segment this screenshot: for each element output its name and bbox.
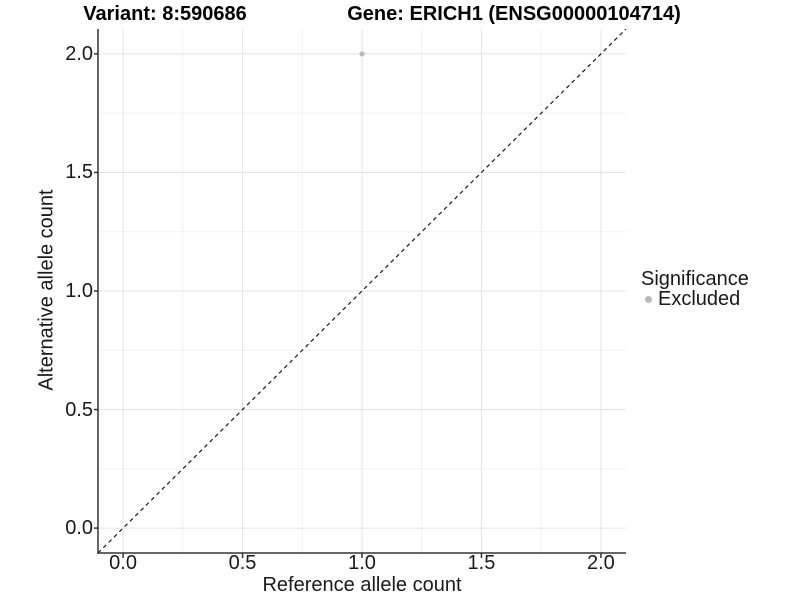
plot-panel xyxy=(94,29,627,558)
legend-key-dot-icon xyxy=(645,296,652,303)
x-tick-label: 2.0 xyxy=(587,552,615,574)
x-tick-label: 1.0 xyxy=(348,552,376,574)
y-tick-label: 1.0 xyxy=(65,280,93,302)
y-tick-label: 0.0 xyxy=(65,517,93,540)
y-tick-label: 0.5 xyxy=(65,398,93,421)
identity-dashed-line xyxy=(97,29,627,554)
variant-title: Variant: 8:590686 xyxy=(83,3,247,25)
gene-title: Gene: ERICH1 (ENSG00000104714) xyxy=(347,3,681,25)
x-tick-label: 1.5 xyxy=(467,552,496,574)
y-tick-label: 2.0 xyxy=(65,42,93,65)
legend-entry-label: Excluded xyxy=(658,288,741,310)
y-tick-label: 1.5 xyxy=(65,161,93,184)
x-tick-label: 0.5 xyxy=(228,552,257,574)
data-point xyxy=(359,51,365,57)
x-tick-label: 0.0 xyxy=(109,552,137,574)
legend-title: Significance xyxy=(641,268,749,290)
legend: Significance Excluded xyxy=(641,269,749,310)
x-axis-title: Reference allele count xyxy=(262,574,462,596)
legend-entries: Excluded xyxy=(641,289,749,310)
legend-entry: Excluded xyxy=(641,289,749,310)
